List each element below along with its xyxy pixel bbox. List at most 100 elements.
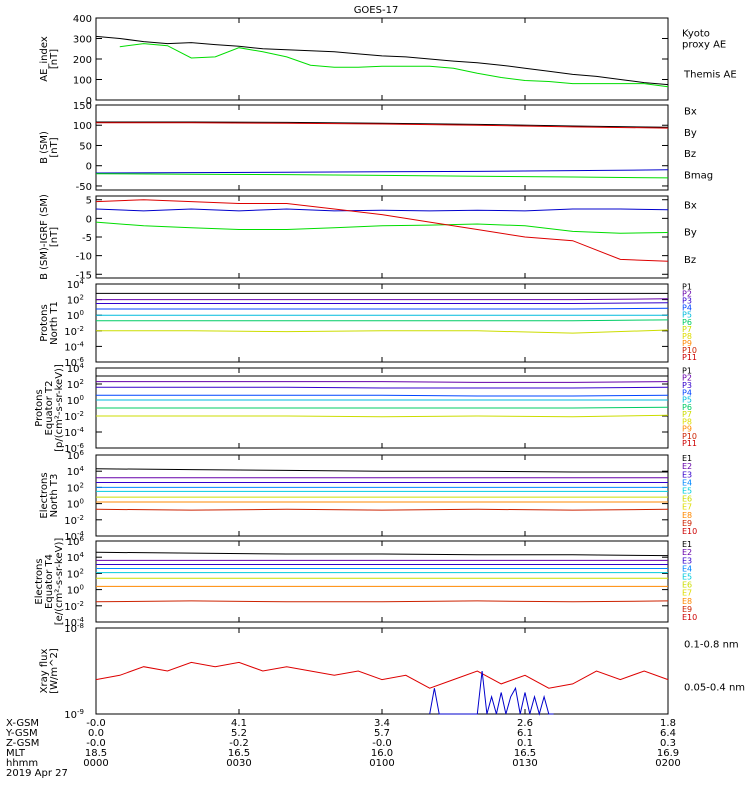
y-tick-label: 0 [86,162,92,173]
y-tick-label: 10-8 [64,622,84,635]
y-tick-base: 10 [67,311,80,322]
y-tick-exponent: 4 [80,465,85,473]
axis-row-value: 16.5 [228,748,250,759]
y-tick-base: 10 [67,569,80,580]
y-axis-label: [p/(cm²-s-sr-keV)] [54,364,65,452]
y-tick-label: 10-4 [64,426,84,439]
axis-row-label: MLT [6,748,26,759]
axis-row-value: 0030 [226,758,251,769]
y-tick-label: 102 [67,378,84,391]
series-line-p3 [96,302,669,304]
legend-entry: E7 [682,589,692,598]
legend-entry: E4 [682,478,692,487]
y-tick-base: 10 [64,358,77,369]
y-tick-base: 10 [67,396,80,407]
axis-row-value: 0.3 [660,738,676,749]
panel-frame [95,454,669,537]
y-tick-base: 10 [64,624,77,635]
legend-entry: P5 [682,396,692,405]
legend-entry: Bz [684,255,696,266]
legend-entry: Bz [684,149,696,160]
y-tick-label: 150 [73,101,92,112]
y-tick-label: 106 [67,449,85,462]
y-tick-exponent: 0 [80,394,84,402]
y-tick-exponent: 2 [80,481,84,489]
y-tick-exponent: -2 [77,325,84,333]
legend-entry: P9 [682,339,692,348]
y-tick-label: 100 [73,76,92,87]
y-tick-base: 10 [64,532,77,543]
axis-row-value: 6.1 [517,728,533,739]
axis-row-value: 18.5 [85,748,107,759]
legend-entry: P3 [682,381,692,390]
y-tick-exponent: -4 [77,616,85,624]
y-axis-label: Electrons [34,558,45,604]
y-tick-exponent: -4 [77,530,85,538]
legend-entry: P4 [682,388,692,397]
axis-row-value: 16.9 [657,748,679,759]
legend-entry: E1 [682,454,692,463]
y-axis-label: North T3 [49,474,60,518]
y-tick-base: 10 [67,280,80,291]
y-tick-label: 5 [86,196,92,207]
y-tick-base: 10 [67,380,80,391]
y-tick-label: -5 [82,233,92,244]
legend-entry: E8 [682,511,692,520]
legend-entry: P8 [682,417,692,426]
legend-entry: P4 [682,304,692,313]
legend-entry: E2 [682,462,692,471]
series-line-kyoto-proxy-ae [119,43,669,88]
y-tick-label: 104 [67,362,85,375]
y-tick-label: 10-4 [64,530,84,543]
series-line-p6 [96,406,669,409]
legend-entry: E7 [682,503,692,512]
y-tick-label: 102 [67,294,84,307]
y-tick-exponent: 4 [80,551,85,559]
legend-entry: P7 [682,325,692,334]
y-tick-exponent: 6 [80,449,85,457]
y-tick-base: 10 [64,412,77,423]
axis-row-value: 1.8 [660,718,676,729]
legend-entry: proxy AE [682,39,726,50]
y-tick-label: 102 [67,481,84,494]
legend-entry: E3 [682,556,692,565]
y-tick-label: 10-4 [64,340,84,353]
axis-row-value: -0.0 [372,738,392,749]
series-line-e8 [95,600,669,603]
panel-frame [95,17,669,101]
legend-entry: P2 [682,374,692,383]
y-tick-label: 10-4 [64,616,84,629]
y-tick-exponent: -2 [77,514,84,522]
axis-row-value: 5.2 [231,728,247,739]
y-tick-base: 10 [67,553,80,564]
series-line-bz [96,122,669,129]
legend-entry: P2 [682,289,692,298]
legend-entry: P6 [682,403,692,412]
series-line-p6 [96,319,669,322]
y-tick-exponent: 0 [80,309,84,317]
y-tick-exponent: 6 [80,535,85,543]
y-tick-label: -15 [76,270,92,281]
y-tick-base: 10 [67,296,80,307]
y-tick-base: 10 [67,467,80,478]
legend-entry: P5 [682,311,692,320]
y-tick-exponent: -9 [77,708,84,716]
axis-row-label: X-GSM [6,718,39,729]
panel-frame [95,627,669,715]
legend-entry: Bx [684,200,697,211]
y-tick-exponent: 4 [80,362,85,370]
legend-entry: P10 [682,432,697,441]
series-line-p4 [96,394,669,397]
panel-frame [95,283,669,363]
y-tick-base: 10 [67,586,80,597]
y-tick-label: 400 [73,14,92,25]
axis-row-value: 16.0 [371,748,393,759]
y-tick-exponent: -4 [77,426,85,434]
legend-entry: E10 [682,613,697,622]
y-tick-base: 10 [64,327,77,338]
series-line-e8 [95,508,669,511]
